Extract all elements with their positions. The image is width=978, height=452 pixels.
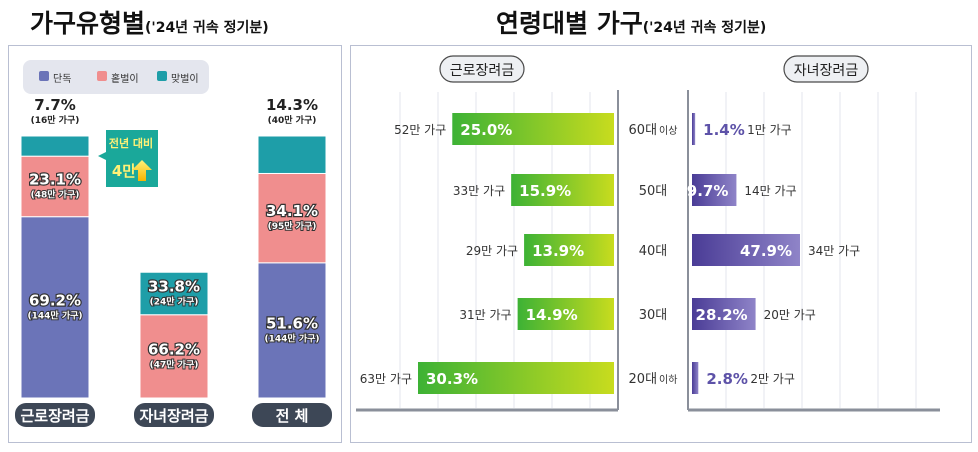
age-group-label: 30대 — [639, 308, 668, 323]
category-pill — [15, 403, 95, 427]
bar-segment-single-income — [20, 155, 90, 218]
bar-value-label: 51.6% — [266, 314, 318, 332]
earned-bar — [524, 234, 614, 266]
legend-label-dual-income: 맞벌이 — [171, 74, 199, 85]
left-title-text: 가구유형별 — [30, 9, 146, 38]
age-group-label: 20대 이하 — [629, 372, 678, 387]
bar-household-label: (144만 가구) — [265, 332, 320, 344]
left-title: 가구유형별('24년 귀속 정기분) — [30, 4, 269, 40]
bar-value-label: 66.2% — [148, 340, 200, 358]
left-series-header-pill — [439, 55, 525, 83]
bar-value-label: 14.3% — [266, 96, 318, 114]
earned-bar — [517, 298, 614, 330]
child-bar — [692, 113, 696, 145]
child-bar — [692, 174, 737, 206]
child-bar-label: 19.7% — [676, 182, 728, 200]
age-group-label: 60대 이상 — [629, 123, 678, 138]
bar-segment-dual-income — [257, 135, 327, 174]
child-households-label: 34만 가구 — [808, 244, 860, 258]
bar-value-label: 69.2% — [29, 291, 81, 309]
bar-household-label: (40만 가구) — [268, 114, 317, 126]
legend-swatch-dual-income — [157, 71, 167, 81]
child-households-label: 1만 가구 — [747, 123, 792, 137]
earned-households-label: 33만 가구 — [453, 184, 505, 198]
right-series-header: 자녀장려금 — [794, 63, 859, 79]
category-pill — [134, 403, 214, 427]
bar-value-label: 33.8% — [148, 277, 200, 295]
earned-households-label: 52만 가구 — [394, 123, 446, 137]
age-group-label: 50대 — [639, 184, 668, 199]
bar-segment-dual-income — [20, 135, 90, 157]
category-label: 자녀장려금 — [139, 407, 208, 425]
earned-bar — [452, 113, 614, 145]
legend: 단독 홑벌이 맞벌이 — [23, 60, 209, 94]
category-pill — [252, 403, 332, 427]
earned-bar-label: 13.9% — [532, 242, 584, 260]
bar-segment-dual-income — [139, 271, 209, 316]
child-households-label: 2만 가구 — [750, 372, 795, 386]
legend-swatch-single — [39, 71, 49, 81]
right-series-header-pill — [783, 55, 869, 83]
bar-segment-single-income — [139, 314, 209, 399]
child-households-label: 14만 가구 — [744, 184, 796, 198]
category-label: 근로장려금 — [20, 407, 89, 425]
earned-bar-label: 14.9% — [526, 306, 578, 324]
bar-segment-single-income — [257, 172, 327, 264]
earned-bar-label: 25.0% — [460, 121, 512, 139]
bar-segment-single — [20, 216, 90, 399]
earned-bar-label: 15.9% — [519, 182, 571, 200]
right-title: 연령대별 가구('24년 귀속 정기분) — [496, 4, 766, 40]
child-bar — [692, 234, 800, 266]
bar-segment-single — [257, 262, 327, 399]
bar-value-label: 23.1% — [29, 170, 81, 188]
legend-label-single-income: 홑벌이 — [111, 74, 139, 85]
earned-households-label: 31만 가구 — [459, 308, 511, 322]
callout-line1: 전년 대비 — [109, 136, 153, 150]
earned-households-label: 63만 가구 — [360, 372, 412, 386]
legend-label-single: 단독 — [53, 74, 72, 85]
bar-household-label: (47만 가구) — [150, 358, 199, 370]
up-arrow-icon — [132, 160, 152, 181]
earned-households-label: 29만 가구 — [466, 244, 518, 258]
left-subtitle: ('24년 귀속 정기분) — [145, 20, 269, 36]
child-bar-label: 2.8% — [706, 370, 748, 388]
bar-household-label: (16만 가구) — [31, 114, 80, 126]
child-households-label: 20만 가구 — [764, 308, 816, 322]
bar-household-label: (95만 가구) — [268, 220, 317, 232]
right-subtitle: ('24년 귀속 정기분) — [642, 20, 767, 36]
earned-bar — [418, 362, 614, 394]
earned-bar — [511, 174, 614, 206]
right-title-text: 연령대별 가구 — [496, 9, 643, 38]
child-bar-label: 28.2% — [696, 306, 748, 324]
child-bar-label: 47.9% — [740, 242, 792, 260]
age-group-label: 40대 — [639, 244, 668, 259]
child-bar — [692, 298, 756, 330]
child-bar — [692, 362, 699, 394]
category-label: 전 체 — [276, 407, 309, 425]
bar-household-label: (144만 가구) — [28, 309, 83, 321]
callout-line2: 4만 — [112, 162, 136, 180]
yoy-callout: 전년 대비 4만 — [98, 130, 158, 187]
bar-household-label: (24만 가구) — [150, 295, 199, 307]
bar-value-label: 34.1% — [266, 202, 318, 220]
child-bar-label: 1.4% — [703, 121, 745, 139]
bar-household-label: (48만 가구) — [31, 188, 80, 200]
bar-value-label: 7.7% — [34, 96, 76, 114]
left-series-header: 근로장려금 — [450, 63, 515, 79]
legend-swatch-single-income — [97, 71, 107, 81]
earned-bar-label: 30.3% — [426, 370, 478, 388]
